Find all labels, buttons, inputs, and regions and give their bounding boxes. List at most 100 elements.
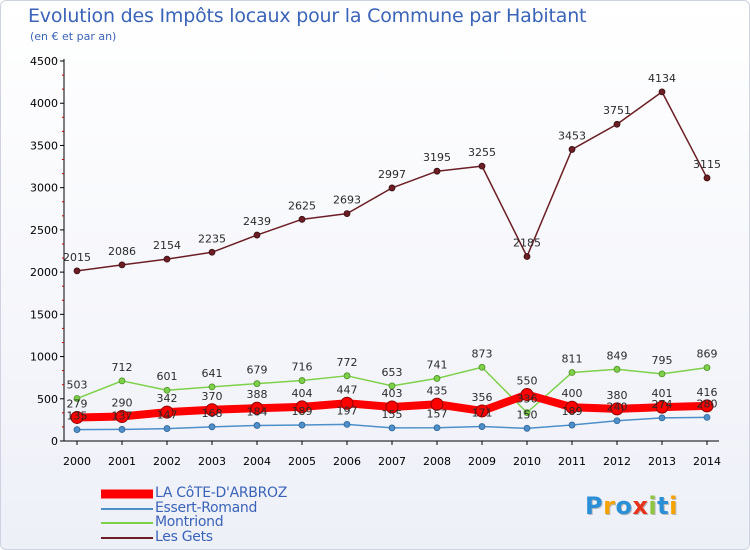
data-point	[340, 396, 354, 410]
data-label: 400	[562, 387, 583, 400]
data-point	[298, 377, 306, 384]
data-label: 184	[247, 405, 268, 418]
data-label: 370	[202, 390, 223, 403]
data-point	[478, 363, 486, 371]
data-point	[208, 383, 216, 391]
data-label: 550	[517, 375, 538, 388]
data-point	[73, 267, 81, 275]
logo-letter: o	[615, 492, 633, 520]
logo-letter: P	[585, 492, 604, 520]
y-tick-label: 4000	[30, 97, 58, 110]
data-label: 380	[607, 389, 628, 402]
data-point	[70, 410, 84, 424]
data-point	[73, 395, 81, 402]
logo-letter: x	[632, 492, 649, 520]
data-label: 279	[67, 397, 88, 410]
data-label: 641	[202, 367, 223, 380]
data-point	[700, 399, 714, 413]
data-label: 157	[427, 408, 448, 421]
data-label: 290	[112, 397, 133, 410]
data-point	[658, 414, 666, 422]
data-label: 137	[112, 409, 133, 422]
data-point	[568, 421, 576, 429]
data-label: 2693	[333, 194, 361, 207]
x-tick-label: 2010	[513, 455, 541, 468]
y-tick-label: 3000	[30, 182, 58, 195]
y-tick-label: 1500	[30, 308, 58, 321]
data-label: 150	[517, 408, 538, 421]
y-tick-label: 3500	[30, 139, 58, 152]
data-point	[208, 248, 216, 256]
data-label: 679	[247, 364, 268, 377]
data-label: 712	[112, 361, 133, 374]
data-label: 135	[67, 410, 88, 423]
data-point	[115, 410, 129, 424]
data-label: 189	[562, 405, 583, 418]
data-label: 4134	[648, 72, 676, 85]
data-point	[298, 215, 306, 223]
logo-letter: t	[657, 492, 670, 520]
data-label: 849	[607, 349, 628, 362]
data-label: 2997	[378, 168, 406, 181]
data-label: 356	[472, 391, 493, 404]
data-point	[655, 400, 669, 414]
data-label: 280	[697, 397, 718, 410]
x-tick-label: 2001	[108, 455, 136, 468]
data-point	[523, 253, 531, 260]
y-tick-label: 4500	[30, 55, 58, 68]
logo-letter: r	[603, 492, 616, 520]
logo-letter: i	[669, 492, 678, 520]
data-label: 653	[382, 366, 403, 379]
y-tick-label: 2000	[30, 266, 58, 279]
data-point	[433, 424, 441, 432]
data-label: 147	[157, 409, 178, 422]
data-label: 873	[472, 347, 493, 360]
data-point	[118, 261, 126, 269]
data-point	[703, 174, 711, 182]
y-tick-label: 2500	[30, 224, 58, 237]
data-label: 2086	[108, 245, 136, 258]
data-point	[478, 423, 486, 430]
data-label: 171	[472, 407, 493, 420]
data-point	[523, 409, 531, 417]
data-label: 435	[427, 384, 448, 397]
data-point	[253, 231, 261, 239]
data-label: 795	[652, 354, 673, 367]
legend-swatch	[101, 489, 153, 499]
data-label: 2625	[288, 199, 316, 212]
data-point	[343, 372, 351, 380]
data-point	[613, 417, 621, 425]
data-label: 274	[652, 398, 673, 411]
data-label: 2015	[63, 251, 91, 264]
data-point	[523, 424, 531, 432]
data-point	[163, 386, 171, 394]
data-point	[118, 426, 126, 433]
data-label: 197	[337, 404, 358, 417]
x-tick-label: 2014	[693, 455, 721, 468]
data-label: 3453	[558, 129, 586, 142]
data-label: 3255	[468, 146, 496, 159]
logo-letter: i	[648, 492, 658, 520]
data-label: 811	[562, 353, 583, 366]
x-tick-label: 2011	[558, 455, 586, 468]
legend-label: Les Gets	[155, 528, 213, 545]
x-tick-label: 2012	[603, 455, 631, 468]
data-point	[703, 364, 711, 372]
data-point	[475, 404, 489, 418]
data-point	[163, 255, 171, 263]
data-label: 336	[517, 393, 538, 406]
data-point	[568, 146, 576, 153]
data-point	[250, 401, 264, 415]
data-point	[388, 184, 396, 192]
chart-title: Evolution des Impôts locaux pour la Comm…	[28, 5, 587, 27]
data-point	[118, 377, 126, 385]
data-label: 240	[607, 401, 628, 414]
data-label: 388	[247, 388, 268, 401]
data-point	[433, 375, 441, 382]
x-tick-label: 2007	[378, 455, 406, 468]
legend-label: Essert-Romand	[155, 499, 258, 516]
data-label: 168	[202, 407, 223, 420]
data-label: 741	[427, 358, 448, 371]
